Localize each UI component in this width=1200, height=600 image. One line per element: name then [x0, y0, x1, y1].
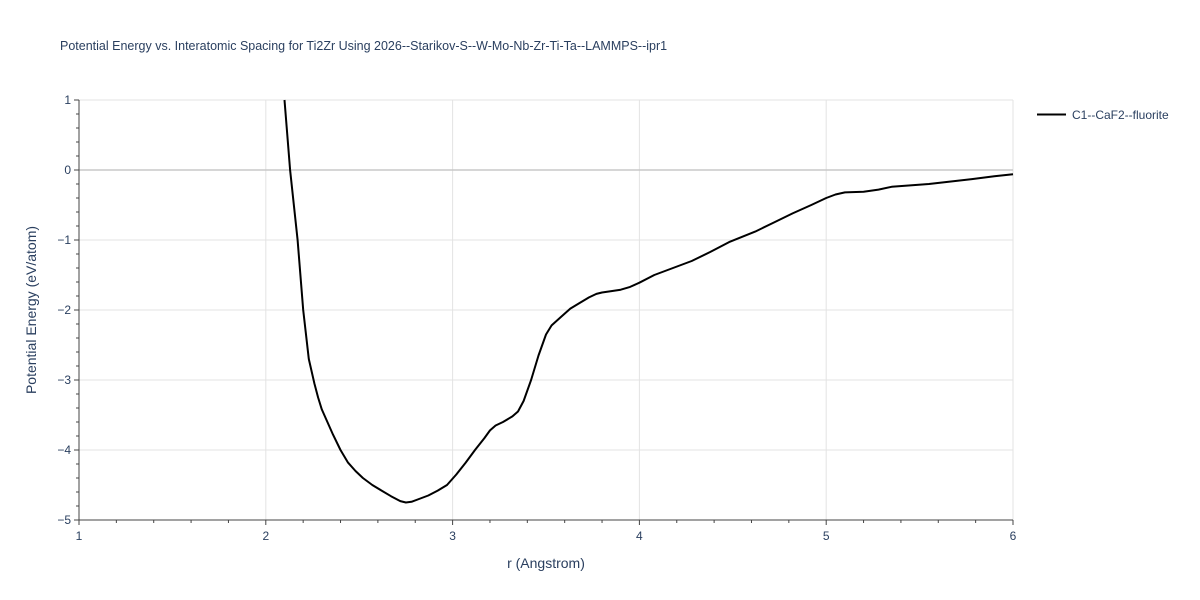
- y-tick-label: −1: [57, 233, 71, 247]
- y-tick-label: 0: [64, 163, 71, 177]
- legend[interactable]: C1--CaF2--fluorite: [1037, 108, 1169, 122]
- tick-labels: 1 2 3 4 5 6 1 0 −1 −2 −3 −4 −5: [57, 93, 1016, 543]
- series-lines: [283, 99, 1014, 504]
- gridlines: [79, 99, 1014, 520]
- legend-item-label: C1--CaF2--fluorite: [1072, 108, 1169, 122]
- axes: [74, 99, 1014, 525]
- x-axis-title: r (Angstrom): [507, 555, 585, 571]
- x-tick-label: 6: [1010, 529, 1017, 543]
- x-tick-label: 1: [76, 529, 83, 543]
- y-tick-label: 1: [64, 93, 71, 107]
- y-tick-label: −3: [57, 373, 71, 387]
- x-tick-label: 4: [636, 529, 643, 543]
- y-tick-label: −2: [57, 303, 71, 317]
- chart-title: Potential Energy vs. Interatomic Spacing…: [60, 39, 667, 53]
- y-tick-label: −5: [57, 513, 71, 527]
- x-tick-label: 2: [262, 529, 269, 543]
- x-tick-label: 3: [449, 529, 456, 543]
- y-tick-label: −4: [57, 443, 71, 457]
- y-axis-title: Potential Energy (eV/atom): [23, 226, 39, 394]
- x-tick-label: 5: [823, 529, 830, 543]
- series-line: [283, 99, 1014, 504]
